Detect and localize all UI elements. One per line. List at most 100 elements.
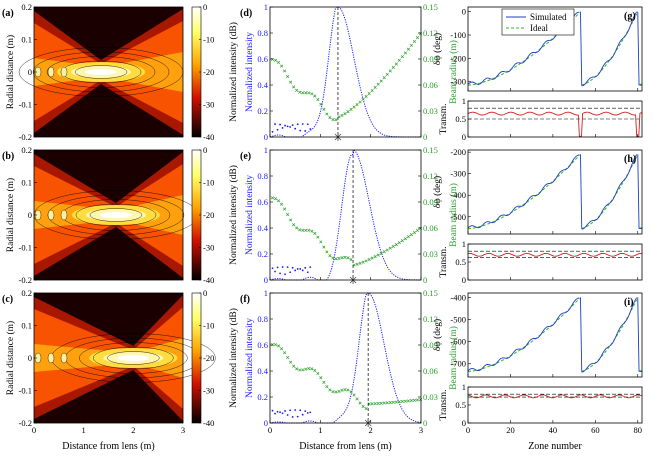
- y-tick-label: 0.4: [257, 366, 268, 376]
- transmission-line: [467, 111, 643, 137]
- y-tick-label-right: 0.15: [423, 2, 438, 12]
- y-tick-label-right: 0.06: [423, 223, 438, 233]
- radius-point: [346, 110, 350, 114]
- x-tick-label: 40: [549, 425, 558, 435]
- y-tick-label: 0: [28, 67, 32, 77]
- radius-point: [298, 90, 302, 94]
- y-tick-label-right: 0.15: [423, 288, 438, 298]
- x-tick-label: 3: [181, 425, 185, 435]
- radius-point: [334, 257, 338, 261]
- intensity-point: [276, 128, 279, 131]
- transmission-panel: 1 0.5 0 Transm.: [439, 239, 643, 285]
- y-tick-label: -400: [450, 292, 466, 302]
- intensity-point: [274, 123, 276, 125]
- radius-point: [295, 226, 299, 230]
- radius-point: [361, 260, 365, 264]
- focus-peak: [99, 212, 132, 218]
- radius-point: [295, 88, 299, 92]
- radius-point: [403, 51, 407, 55]
- heatmap-panel: 0.2 0.1 0 -0.1 -0.2 (b) Radial distance (m) 0 -1…: [2, 145, 239, 285]
- colorbar-tick-label: 0: [203, 145, 207, 155]
- ideal-phase-line: [581, 299, 638, 372]
- transmission-panel: 1 0.5 0 Transm.: [439, 96, 643, 142]
- y-tick-label: 1: [264, 145, 268, 155]
- y-tick-label: 0: [264, 132, 268, 142]
- axes-frame: [467, 386, 643, 424]
- x-tick-label: 2: [131, 425, 135, 435]
- axes-frame: [467, 6, 643, 92]
- radius-point: [358, 100, 362, 104]
- intensity-point: [299, 409, 302, 412]
- y-tick-label-right: 0.09: [423, 54, 438, 64]
- axes-frame: [269, 292, 422, 424]
- intensity-point: [304, 410, 307, 413]
- radius-point: [316, 98, 320, 102]
- radius-point: [319, 102, 323, 106]
- radius-point: [283, 351, 287, 355]
- radius-point: [334, 118, 338, 122]
- y-tick-label: 0.1: [21, 178, 32, 188]
- radius-point: [313, 368, 317, 372]
- radius-point: [379, 401, 383, 405]
- panel-label: (a): [2, 8, 14, 19]
- radius-point: [286, 355, 290, 360]
- intensity-point: [304, 266, 307, 269]
- y-tick-label-right: 0: [423, 275, 427, 285]
- radius-point: [322, 107, 326, 111]
- radius-point: [352, 105, 356, 109]
- radius-point: [316, 235, 320, 239]
- y-tick-label-right: 0.09: [423, 340, 438, 350]
- radius-point: [292, 85, 296, 89]
- y-tick-label-right: 0.03: [423, 249, 438, 259]
- y-axis-label: Transm.: [439, 389, 449, 420]
- intensity-curve: [269, 149, 421, 281]
- y-tick-label: -600: [450, 337, 466, 347]
- intensity-point: [279, 411, 281, 414]
- y-tick-label: -100: [450, 30, 466, 40]
- radius-point: [397, 58, 401, 62]
- intensity-point: [291, 266, 294, 269]
- legend-ideal-label: Ideal: [530, 23, 548, 33]
- intensity-point: [271, 130, 274, 133]
- radius-point: [412, 39, 417, 44]
- radius-point: [382, 76, 386, 80]
- y-tick-label-right: 0: [423, 418, 427, 428]
- intensity-point: [301, 269, 304, 272]
- y-tick-label: 0.1: [21, 321, 32, 331]
- y-tick-label-right: 0.03: [423, 392, 438, 402]
- y-tick-label: 0.2: [21, 288, 32, 298]
- radius-point: [283, 207, 287, 211]
- contour-line: [93, 346, 174, 370]
- radius-point: [364, 407, 368, 411]
- colorbar-tick-label: -20: [203, 67, 214, 77]
- x-tick-label: 0: [268, 425, 272, 435]
- radius-point: [379, 251, 383, 255]
- radius-point: [337, 256, 341, 260]
- radius-point: [412, 231, 417, 235]
- y-tick-label: 0: [264, 418, 268, 428]
- phase-wrap: [637, 154, 640, 229]
- y-tick-label-right: 0: [423, 132, 427, 142]
- intensity-point: [279, 272, 281, 275]
- y-tick-label: 0: [28, 210, 32, 220]
- y-axis-label-right: Beam radius (m): [448, 183, 459, 247]
- y-tick-label: 0.1: [21, 35, 32, 45]
- radius-point: [325, 112, 329, 116]
- radius-point: [403, 399, 407, 403]
- colorbar-tick-label: 0: [203, 288, 207, 298]
- colorbar-label: Normalized intensity (dB): [228, 22, 239, 122]
- radius-point: [270, 57, 275, 61]
- intensity-curve: [269, 292, 422, 424]
- radius-point: [400, 399, 404, 404]
- simulated-phase-line: [581, 297, 638, 373]
- radius-point: [355, 103, 359, 107]
- radius-point: [361, 97, 365, 101]
- intensity-point: [299, 268, 302, 270]
- colorbar-tick-label: -40: [203, 275, 214, 285]
- radius-point: [313, 231, 317, 236]
- radius-point: [340, 256, 344, 260]
- nearfield-lobe: [47, 66, 55, 78]
- radius-point: [391, 65, 395, 69]
